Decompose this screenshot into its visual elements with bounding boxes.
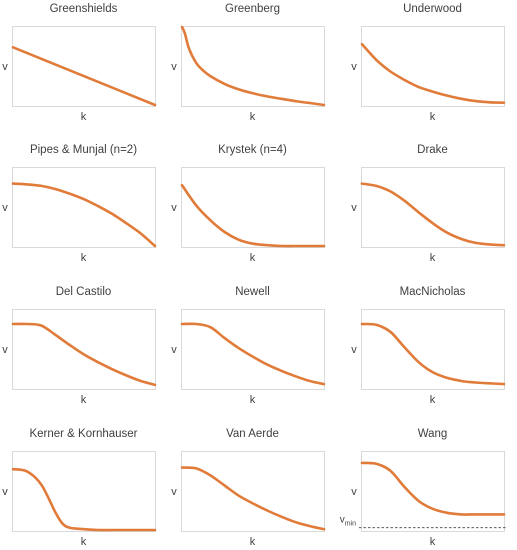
speed-density-curve	[11, 322, 157, 387]
x-axis-label: k	[250, 394, 256, 406]
panel-title: Van Aerde	[226, 428, 279, 440]
speed-density-curve	[180, 25, 326, 107]
panel-title: Underwood	[403, 3, 462, 15]
panel-newell: Newell k v	[171, 286, 326, 406]
x-axis-label: k	[250, 252, 256, 264]
speed-density-curve	[180, 466, 326, 531]
plot-frame	[181, 26, 325, 107]
speed-density-curve	[180, 183, 326, 248]
panel-title: Krystek (n=4)	[218, 144, 287, 156]
y-axis-label: v	[171, 61, 177, 73]
x-axis-label: k	[81, 536, 87, 548]
panel-wang: Wang k v vmin	[340, 428, 506, 548]
panel-title: MacNicholas	[400, 286, 466, 298]
x-axis-label: k	[430, 536, 436, 548]
speed-density-curve	[360, 461, 506, 516]
panel-greenberg: Greenberg k v	[171, 3, 326, 123]
x-axis-label: k	[81, 111, 87, 123]
speed-density-curve	[360, 322, 506, 386]
speed-density-curve	[11, 467, 157, 532]
plot-frame	[361, 309, 505, 390]
panel-krystek-n-4: Krystek (n=4) k v	[171, 144, 326, 264]
plot-frame	[181, 167, 325, 248]
x-axis-label: k	[250, 111, 256, 123]
y-axis-label: v	[2, 61, 8, 73]
plot-frame	[12, 451, 156, 532]
panel-kerner-kornhauser: Kerner & Kornhauser k v	[2, 428, 157, 548]
panel-title: Del Castilo	[56, 286, 112, 298]
panel-title: Drake	[417, 144, 448, 156]
y-axis-label: v	[351, 344, 357, 356]
plot-frame	[12, 167, 156, 248]
speed-density-curve	[180, 322, 326, 386]
speed-density-curve	[360, 42, 506, 104]
x-axis-label: k	[430, 252, 436, 264]
panel-title: Wang	[418, 428, 448, 440]
panel-title: Greenberg	[225, 3, 280, 15]
panel-drake: Drake k v	[351, 144, 506, 264]
y-axis-label: v	[351, 61, 357, 73]
x-axis-label: k	[81, 394, 87, 406]
panel-title: Newell	[235, 286, 270, 298]
speed-density-curve	[11, 182, 157, 248]
y-axis-label: v	[171, 202, 177, 214]
plot-frame	[181, 309, 325, 390]
panel-del-castilo: Del Castilo k v	[2, 286, 157, 406]
y-axis-label: v	[171, 344, 177, 356]
speed-density-curve	[360, 182, 506, 247]
y-axis-label: v	[2, 202, 8, 214]
vmin-label: vmin	[340, 515, 356, 528]
x-axis-label: k	[430, 394, 436, 406]
y-axis-label: v	[171, 486, 177, 498]
panel-title: Pipes & Munjal (n=2)	[30, 144, 137, 156]
y-axis-label: v	[2, 344, 8, 356]
panel-title: Kerner & Kornhauser	[29, 428, 137, 440]
plot-frame	[361, 167, 505, 248]
panel-van-aerde: Van Aerde k v	[171, 428, 326, 548]
plot-frame	[12, 26, 156, 107]
speed-density-curve	[11, 46, 157, 107]
panel-greenshields: Greenshields k v	[2, 3, 157, 123]
panel-underwood: Underwood k v	[351, 3, 506, 123]
panel-macnicholas: MacNicholas k v	[351, 286, 506, 406]
panel-pipes-munjal-n-2: Pipes & Munjal (n=2) k v	[2, 144, 157, 264]
x-axis-label: k	[430, 111, 436, 123]
plot-frame	[361, 451, 505, 532]
y-axis-label: v	[351, 202, 357, 214]
y-axis-label: v	[2, 486, 8, 498]
x-axis-label: k	[250, 536, 256, 548]
vmin-subscript: min	[345, 521, 356, 528]
plot-frame	[181, 451, 325, 532]
x-axis-label: k	[81, 252, 87, 264]
y-axis-label: v	[351, 486, 357, 498]
plot-frame	[12, 309, 156, 390]
panel-title: Greenshields	[50, 3, 118, 15]
